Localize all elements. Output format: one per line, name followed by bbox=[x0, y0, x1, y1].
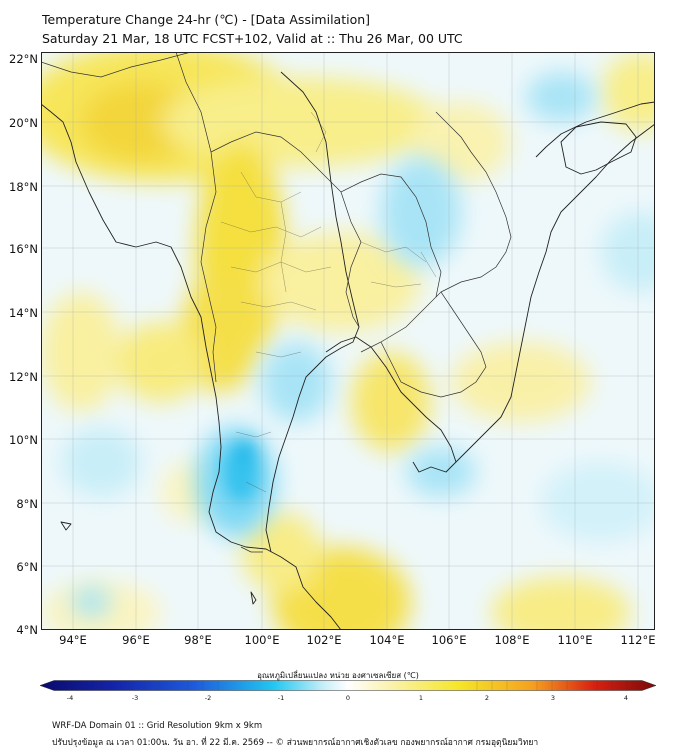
lon-label-102e: 102°E bbox=[306, 633, 342, 647]
lat-label-8n: 8°N bbox=[16, 497, 38, 511]
lon-label-112e: 112°E bbox=[620, 633, 656, 647]
map-title: Temperature Change 24-hr (℃) - [Data Ass… bbox=[42, 12, 371, 27]
country-borders bbox=[41, 52, 512, 553]
lon-label-98e: 98°E bbox=[184, 633, 212, 647]
colorbar-tick: -2 bbox=[204, 694, 212, 702]
lat-label-4n: 4°N bbox=[16, 623, 38, 637]
colorbar-segments bbox=[68, 680, 628, 691]
colorbar-tick: 4 bbox=[623, 694, 629, 702]
cool-anomaly-field bbox=[61, 72, 655, 617]
lon-label-108e: 108°E bbox=[494, 633, 530, 647]
colorbar-tick: 3 bbox=[550, 694, 556, 702]
lon-label-104e: 104°E bbox=[369, 633, 405, 647]
colorbar-tick: -1 bbox=[277, 694, 285, 702]
lon-label-100e: 100°E bbox=[244, 633, 280, 647]
colorbar-tick: 2 bbox=[484, 694, 490, 702]
colorbar-title: อุณหภูมิเปลี่ยนแปลง หน่วย องศาเซลเซียส (… bbox=[257, 671, 419, 680]
warm-anomaly-field bbox=[41, 52, 655, 630]
lat-label-6n: 6°N bbox=[16, 560, 38, 574]
lon-label-106e: 106°E bbox=[431, 633, 467, 647]
colorbar-tick: -4 bbox=[66, 694, 74, 702]
map-svg bbox=[41, 52, 655, 630]
footer-credits: ปรับปรุงข้อมูล ณ เวลา 01:00น. วัน อา. ที… bbox=[52, 738, 539, 748]
lat-label-20n: 20°N bbox=[9, 116, 38, 130]
lon-label-94e: 94°E bbox=[59, 633, 87, 647]
footer-model-info: WRF-DA Domain 01 :: Grid Resolution 9km … bbox=[52, 721, 263, 731]
map-frame bbox=[41, 52, 655, 630]
colorbar-gradient bbox=[40, 680, 656, 691]
province-borders bbox=[220, 111, 437, 493]
map-subtitle: Saturday 21 Mar, 18 UTC FCST+102, Valid … bbox=[42, 31, 463, 46]
temperature-change-map[interactable] bbox=[41, 52, 655, 630]
lat-label-16n: 16°N bbox=[9, 242, 38, 256]
colorbar-tick: 0 bbox=[345, 694, 351, 702]
lat-label-22n: 22°N bbox=[9, 52, 38, 66]
colorbar-tick: 1 bbox=[418, 694, 424, 702]
colorbar-tick: -3 bbox=[131, 694, 139, 702]
colorbar bbox=[40, 680, 656, 691]
lat-label-18n: 18°N bbox=[9, 180, 38, 194]
lon-label-110e: 110°E bbox=[557, 633, 593, 647]
lat-label-10n: 10°N bbox=[9, 433, 38, 447]
coastlines bbox=[41, 71, 655, 630]
lat-label-12n: 12°N bbox=[9, 370, 38, 384]
lon-label-96e: 96°E bbox=[122, 633, 150, 647]
lat-label-14n: 14°N bbox=[9, 306, 38, 320]
